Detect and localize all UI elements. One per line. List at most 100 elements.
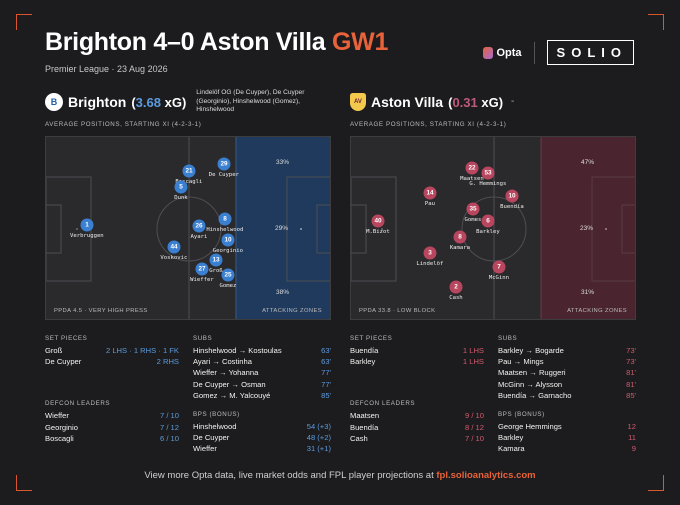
player-number: 26 [192,219,206,233]
set-piece-player: De Cuyper [45,357,82,367]
player-number: 8 [453,230,467,244]
footer-link[interactable]: fpl.solioanalytics.com [436,470,536,481]
sub-text: De Cuyper → Osman [193,379,266,389]
player-name: Kamara [449,245,471,251]
player-number: 25 [221,268,235,282]
defcon-player: Boscagli [45,433,74,443]
away-ppda: PPDA 33.8 · LOW BLOCK [359,308,436,314]
away-xg-value: 0.31 [452,94,478,110]
player-number: 3 [423,246,437,260]
table-row: Gomez → M. Yalcouyé 85' [193,390,331,401]
table-row: Hinshelwood → Kostoulas 63' [193,345,331,356]
defcon-value: 7 / 12 [160,422,179,432]
away-team-header: AV Aston Villa (0.31 xG) - [350,90,636,114]
bps-value: 54 (+3) [306,422,331,432]
player-number: 27 [195,262,209,276]
player-name: M.Bizot [366,229,390,235]
set-piece-player: Buendía [350,346,379,356]
defcon-value: 8 / 12 [465,422,484,432]
set-piece-value: 1 LHS [462,357,484,367]
xg-unit: xG) [164,94,187,110]
home-subs-label: SUBS [193,335,213,342]
home-col-left: SET PIECES Groß 2 LHS · 1 RHS · 1 FK De C… [45,333,179,444]
player-name: G. Hemmings [469,181,507,187]
page-title: Brighton 4–0 Aston Villa GW1 [45,28,388,57]
home-avg-positions-label: AVERAGE POSITIONS, STARTING XI (4-2-3-1) [45,121,202,128]
table-row: Cash 7 / 10 [350,433,484,444]
away-defcon-label: DEFCON LEADERS [350,400,416,408]
player-name: Maatsen [460,176,484,182]
away-zones-label: ATTACKING ZONES [567,308,627,314]
home-defcon-label: DEFCON LEADERS [45,400,111,408]
table-row: Barkley → Bogarde 73' [498,345,636,356]
player-name: McGinn [488,275,510,281]
bps-value: 31 (+1) [306,444,331,454]
zone-pct-middle: 23% [580,225,594,232]
home-pitch: 33% 29% 38% PPDA 4.5 · VERY HIGH PRESS A… [45,136,331,320]
player-name: Pau [424,201,436,207]
player-name: Groß [209,268,223,274]
player-name: Dunk [174,195,188,201]
zone-pct-middle: 29% [275,225,289,232]
gameweek-label: GW1 [332,28,389,56]
player-number: 1 [80,218,94,232]
footer-text: View more Opta data, live market odds an… [144,470,437,481]
away-col-left: SET PIECES Buendía 1 LHS Barkley 1 LHS DEF… [350,333,484,444]
bps-player: Wieffer [193,444,217,454]
player-name: Georginio [212,248,244,254]
table-row: Pau → Mings 73' [498,356,636,367]
sub-text: McGinn → Alysson [498,379,563,389]
player-name: De Cuyper [208,172,240,178]
player-name: Ayari [190,234,208,240]
table-row: De Cuyper → Osman 77' [193,379,331,390]
table-row: Buendía → Garnacho 85' [498,390,636,401]
brand-logos: Opta SOLIO [483,40,634,65]
set-piece-player: Barkley [350,357,376,367]
sub-minute: 85' [626,390,636,400]
player-name: Boscagli [175,179,203,185]
aston-villa-crest-icon: AV [350,93,366,111]
sub-text: Barkley → Bogarde [498,346,564,356]
zone-pct-top: 47% [581,159,595,166]
away-attacking-zone [541,137,635,319]
table-row: Buendía 8 / 12 [350,422,484,433]
opta-logo-text: Opta [496,46,522,59]
table-row: Wieffer 31 (+1) [193,443,331,454]
sub-minute: 63' [321,346,331,356]
corner-accent-bottom-right [648,475,664,491]
home-team-name: Brighton [68,94,127,110]
bps-value: 12 [627,422,636,432]
player-name: Gomes [464,217,482,223]
away-col-right: SUBS Barkley → Bogarde 73' Pau → Mings 73'… [498,333,636,455]
player-number: 5 [174,180,188,194]
sub-minute: 63' [321,357,331,367]
sub-text: Pau → Mings [498,357,544,367]
away-avg-positions-label: AVERAGE POSITIONS, STARTING XI (4-2-3-1) [350,121,507,128]
home-attacking-zone [236,137,330,319]
player-name: Buendía [500,204,524,210]
home-scorers: Lindelöf OG (De Cuyper), De Cuyper (Geor… [196,89,305,114]
home-col-right: SUBS Hinshelwood → Kostoulas 63' Ayari → … [193,333,331,455]
player-number: 2 [449,280,463,294]
player-name: Wieffer [190,277,214,283]
corner-accent-top-left [16,14,32,30]
sub-minute: 77' [321,368,331,378]
opta-mark-icon [483,46,494,59]
away-pitch: 47% 23% 31% PPDA 33.8 · LOW BLOCK ATTACK… [350,136,636,320]
zone-pct-top: 33% [276,159,290,166]
defcon-value: 7 / 10 [160,411,179,421]
table-row: Wieffer → Yohanna 77' [193,367,331,378]
pitch-markings [46,137,330,319]
home-xg-value: 3.68 [135,94,161,110]
table-row: Boscagli 6 / 10 [45,433,179,444]
table-row: Barkley 11 [498,432,636,443]
bps-player: Barkley [498,433,524,443]
defcon-value: 9 / 10 [465,411,484,421]
corner-accent-bottom-left [16,475,32,491]
home-zones-label: ATTACKING ZONES [262,308,322,314]
player-name: Hinshelwood [206,227,244,233]
brighton-crest-icon: B [45,93,63,111]
home-team-xg: (3.68 xG) [131,95,186,110]
solio-logo: SOLIO [546,40,634,65]
bps-player: Kamara [498,444,525,454]
